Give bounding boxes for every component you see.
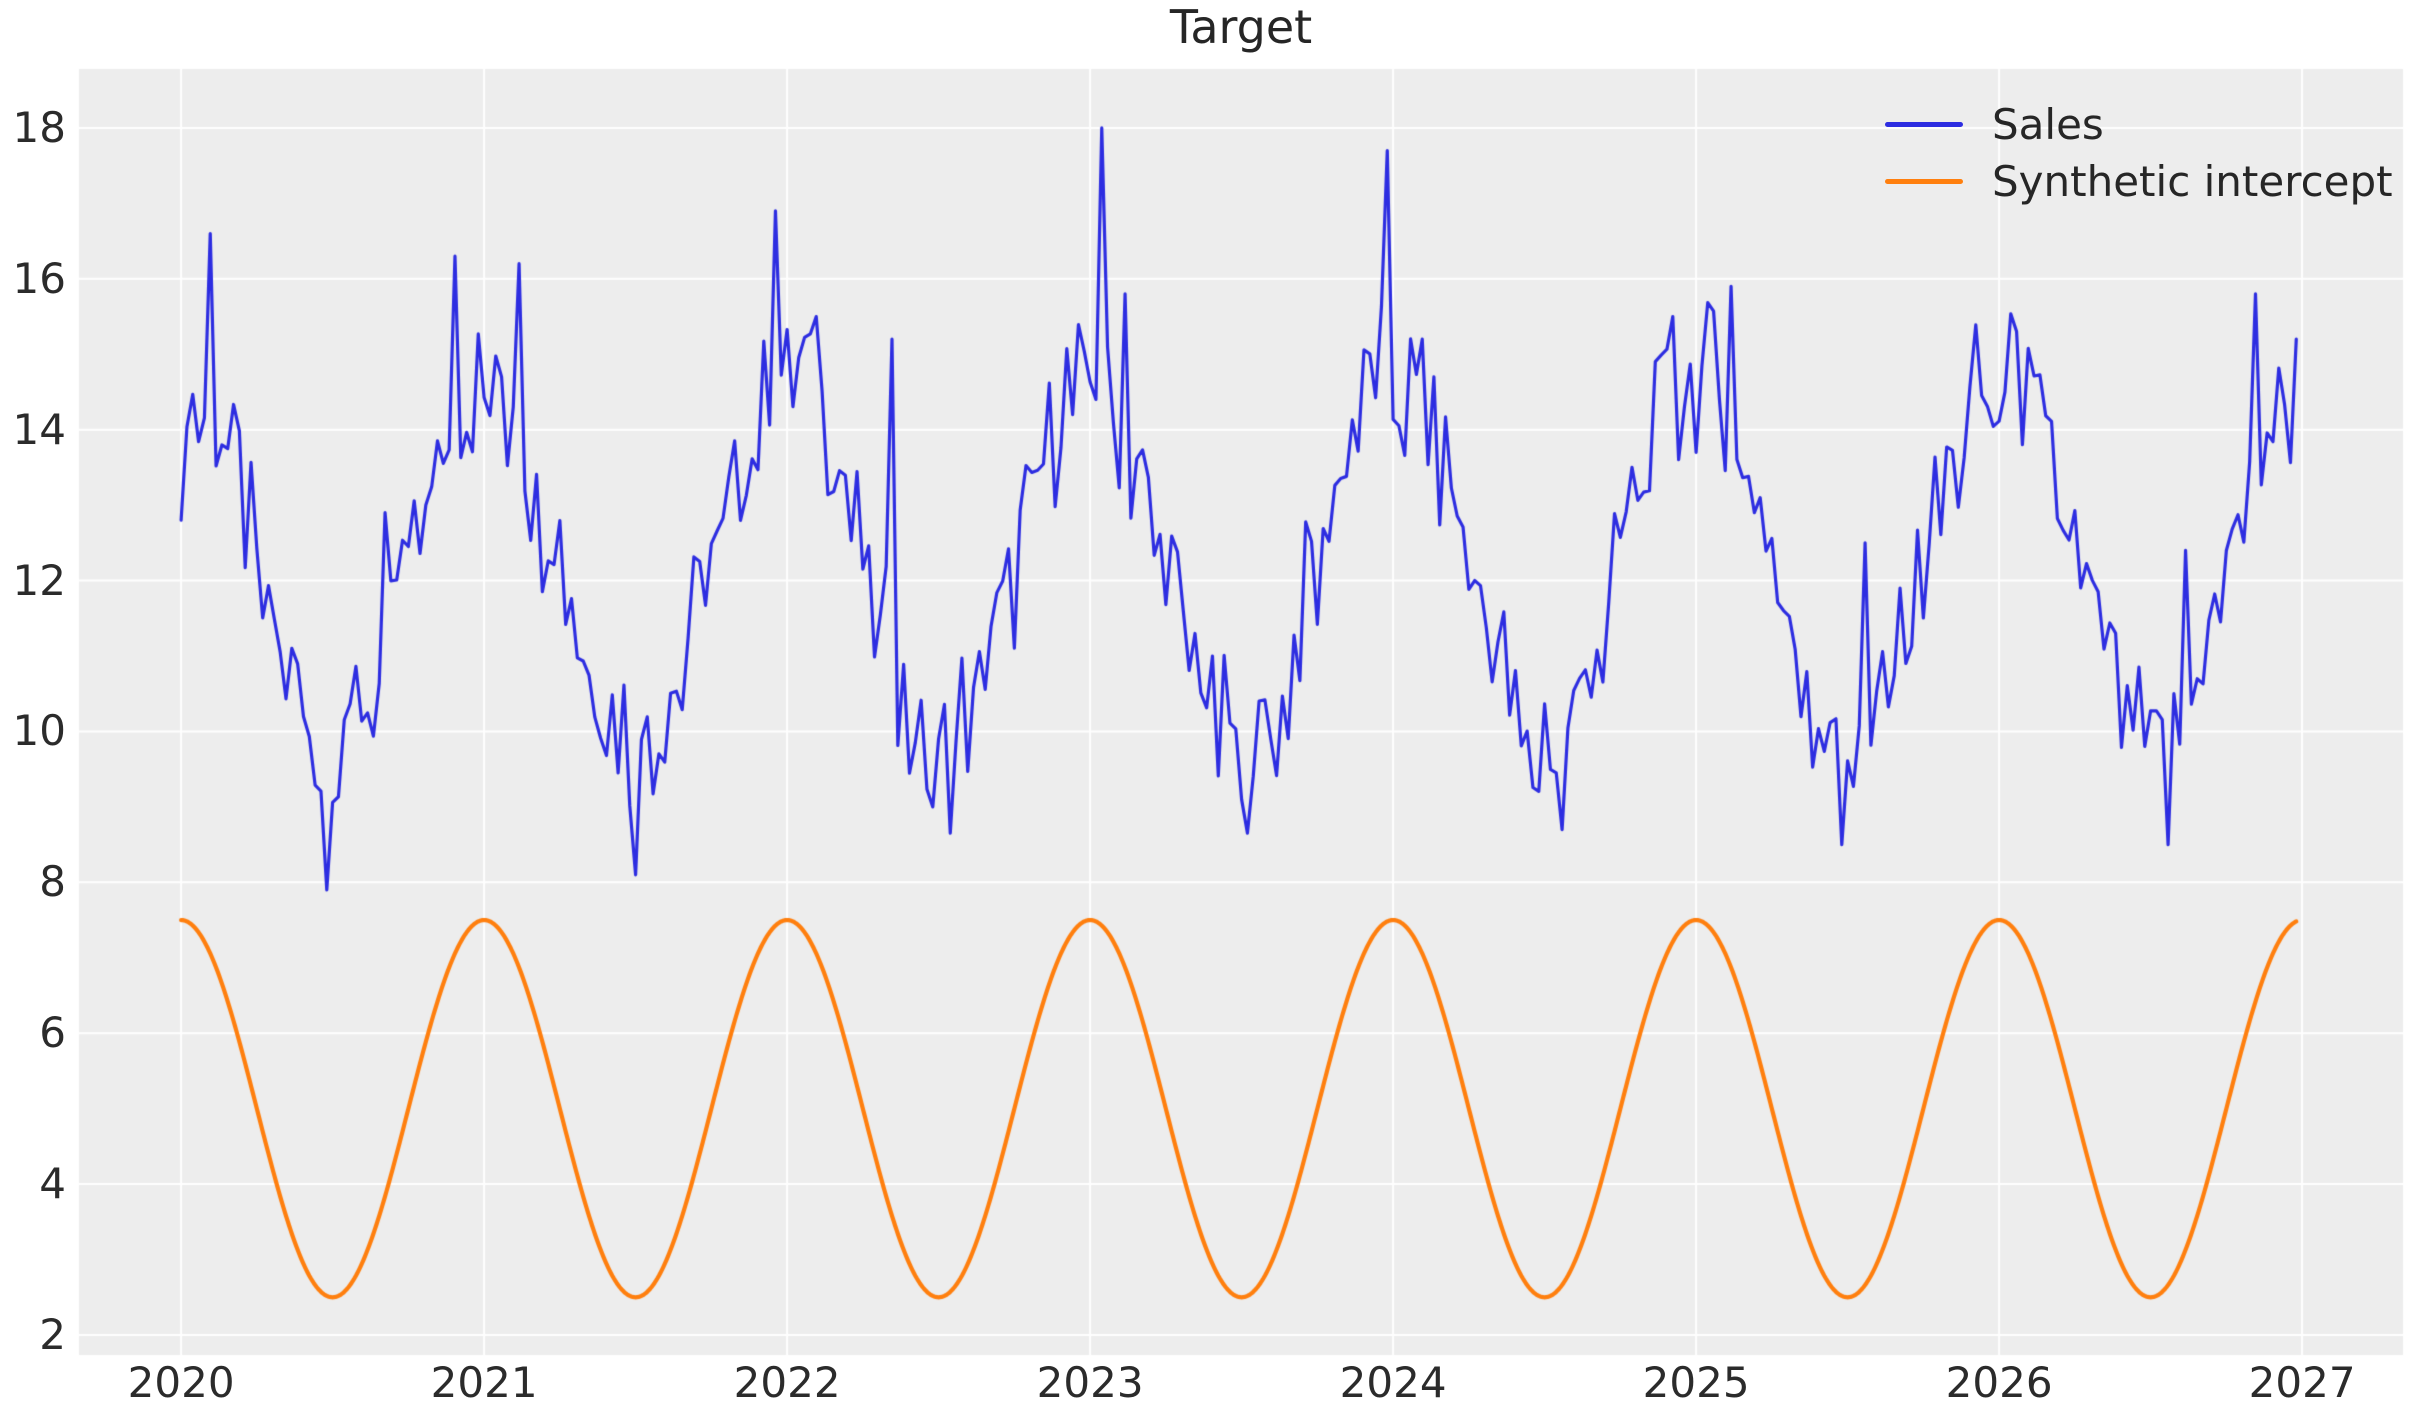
y-tick-label: 18 [12, 102, 66, 152]
y-tick-label: 6 [39, 1008, 66, 1058]
y-tick-label: 4 [39, 1159, 66, 1209]
legend-item-sales: Sales [1885, 96, 2393, 153]
y-tick-label: 16 [12, 253, 66, 303]
x-tick-label: 2022 [733, 1358, 841, 1407]
legend-label-synthetic-intercept: Synthetic intercept [1992, 156, 2393, 206]
chart-title: Target [1169, 0, 1313, 54]
synthetic-intercept-line-swatch [1885, 179, 1963, 184]
x-tick-label: 2020 [127, 1358, 235, 1407]
y-tick-label: 10 [12, 706, 66, 756]
legend-label-sales: Sales [1992, 99, 2104, 149]
x-tick-label: 2025 [1642, 1358, 1750, 1407]
x-tick-label: 2024 [1339, 1358, 1447, 1407]
legend: Sales Synthetic intercept [1885, 96, 2393, 210]
x-tick-label: 2026 [1945, 1358, 2053, 1407]
y-tick-label: 14 [12, 404, 66, 454]
legend-item-synthetic-intercept: Synthetic intercept [1885, 153, 2393, 210]
x-tick-label: 2023 [1036, 1358, 1144, 1407]
x-tick-label: 2021 [430, 1358, 538, 1407]
y-tick-label: 8 [39, 857, 66, 907]
y-tick-label: 12 [12, 555, 66, 605]
x-tick-label: 2027 [2248, 1358, 2356, 1407]
sales-line-swatch [1885, 122, 1963, 127]
y-tick-label: 2 [39, 1310, 66, 1359]
